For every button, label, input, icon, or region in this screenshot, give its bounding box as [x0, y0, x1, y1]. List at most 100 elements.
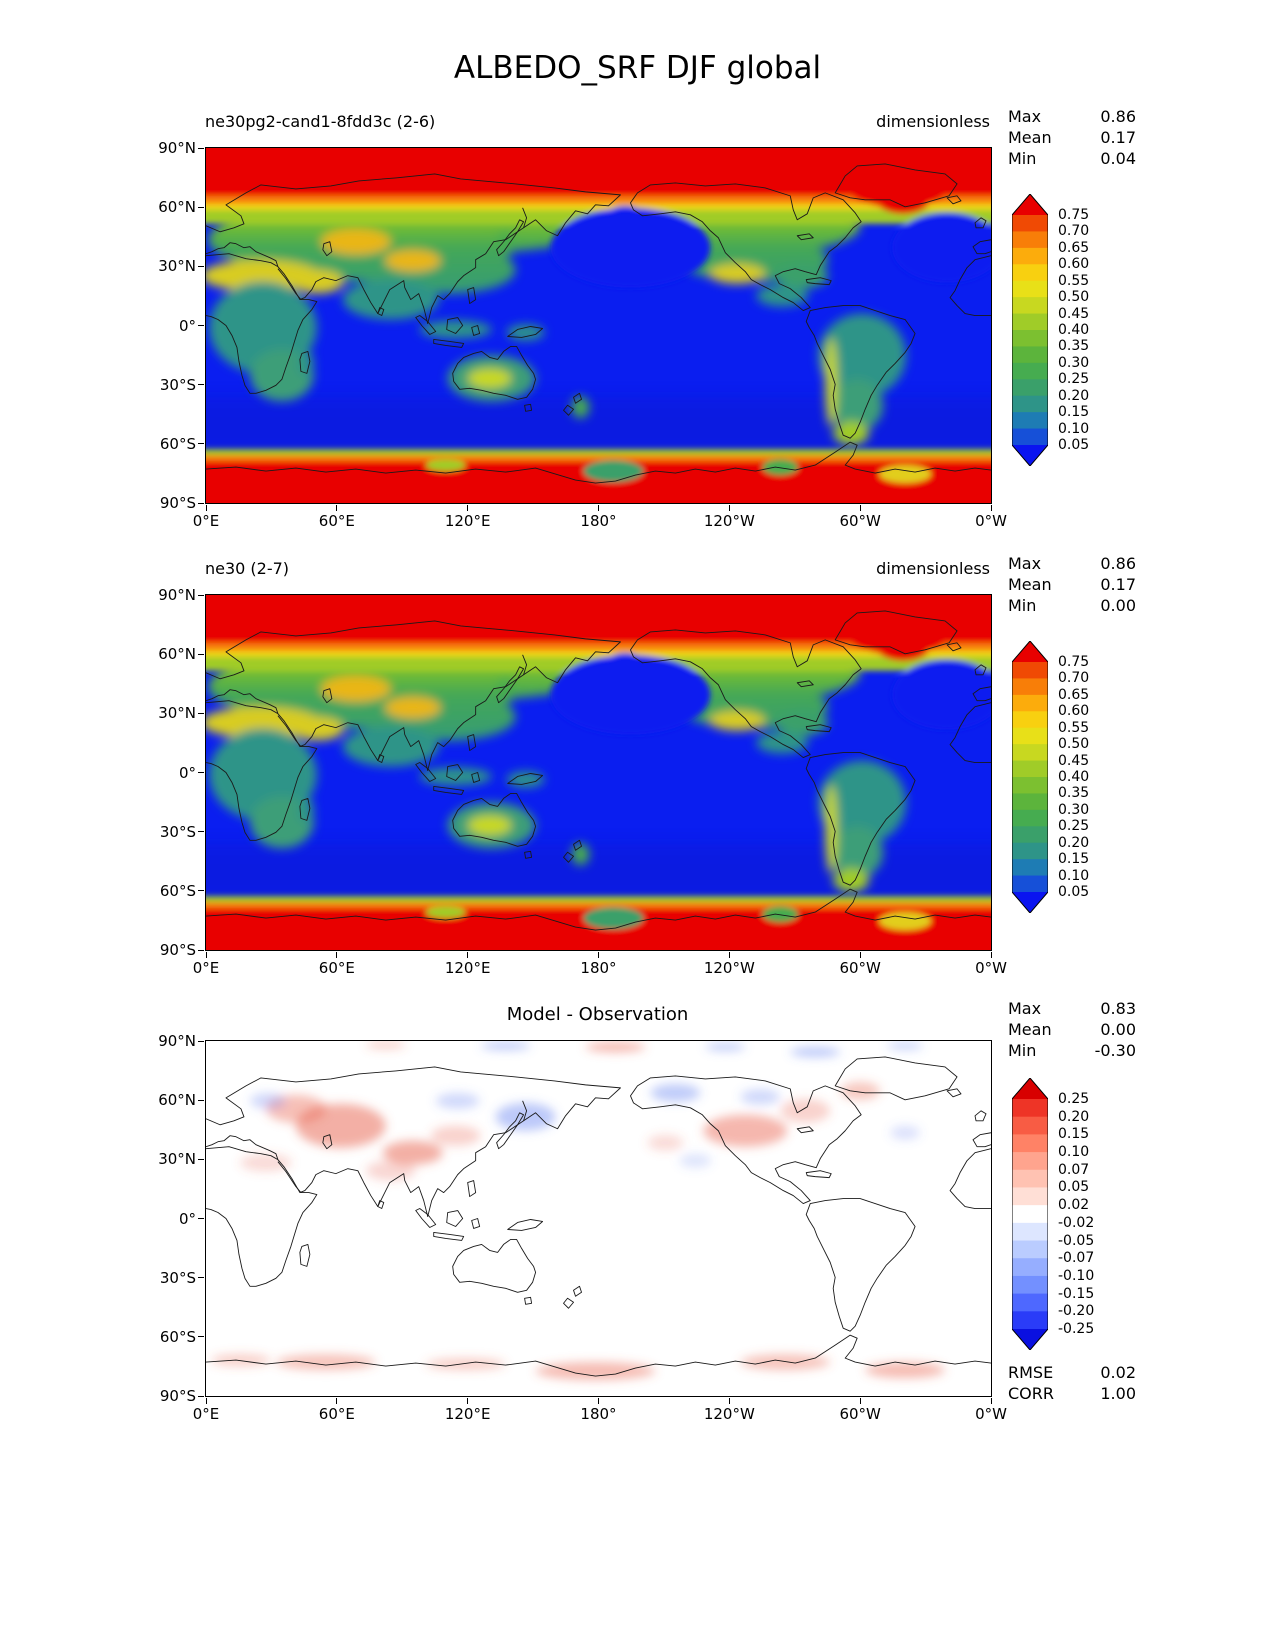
- lon-tick-mark: [990, 1398, 992, 1404]
- colorbar-tick-label: -0.25: [1058, 1321, 1095, 1337]
- lat-tick-mark: [198, 949, 204, 951]
- stat-row-min: Min 0.00: [1008, 595, 1136, 616]
- colorbar-tick-label: 0.75: [1058, 207, 1090, 223]
- colorbar-tick-label: 0.10: [1058, 867, 1090, 884]
- colorbar-tick-label: -0.10: [1058, 1267, 1095, 1284]
- stat-max-value: 0.86: [1100, 107, 1136, 126]
- lon-tick-mark: [467, 505, 469, 511]
- stat-corr-value: 1.00: [1100, 1384, 1136, 1403]
- lat-tick-label: 90°S: [159, 494, 196, 512]
- colorbar-tick-label: 0.55: [1058, 719, 1090, 736]
- stat-mean-label: Mean: [1008, 1020, 1052, 1039]
- lat-tick-label: 0°: [178, 1209, 196, 1228]
- lat-tick-mark: [198, 653, 204, 655]
- lon-tick-mark: [598, 952, 599, 958]
- lat-tick-mark: [198, 443, 204, 445]
- figure-title: ALBEDO_SRF DJF global: [453, 50, 822, 86]
- panel-3-title: Model - Observation: [506, 1004, 689, 1025]
- stat-mean-value: 0.00: [1100, 1020, 1136, 1039]
- lat-tick-label: 60°S: [159, 881, 196, 900]
- lat-tick-mark: [198, 1336, 204, 1338]
- colorbar-tick-label: 0.20: [1058, 1108, 1090, 1125]
- lon-tick-label: 0°E: [192, 959, 220, 977]
- lon-tick-mark: [598, 1398, 599, 1404]
- lon-tick-mark: [336, 952, 338, 958]
- lat-tick-mark: [198, 147, 204, 149]
- lat-tick-label: 90°S: [159, 941, 196, 959]
- lon-tick-mark: [990, 952, 992, 958]
- lon-tick-mark: [467, 952, 469, 958]
- panel-2-units: dimensionless: [876, 559, 990, 578]
- colorbar-tick-label: 0.35: [1058, 785, 1090, 802]
- stat-mean-label: Mean: [1008, 575, 1052, 594]
- lat-tick-label: 0°: [178, 316, 196, 335]
- lon-tick-mark: [336, 1398, 338, 1404]
- lon-tick-label: 180°: [580, 512, 617, 530]
- colorbar-tick-label: 0.05: [1058, 884, 1090, 900]
- lon-tick-label: 0°E: [192, 512, 220, 530]
- colorbar-tick-label: 0.30: [1058, 354, 1090, 371]
- colorbar-tick-label: 0.15: [1058, 851, 1090, 868]
- map-canvas-model1: [206, 148, 991, 503]
- colorbar-tick-label: 0.20: [1058, 387, 1090, 404]
- colorbar-tick-label: -0.07: [1058, 1250, 1095, 1267]
- lat-tick-mark: [198, 1040, 204, 1042]
- lat-tick-label: 30°S: [159, 375, 196, 394]
- panel-3-stats: Max 0.83 Mean 0.00 Min -0.30: [1008, 998, 1136, 1061]
- stat-row-min: Min -0.30: [1008, 1040, 1136, 1061]
- stat-min-value: 0.00: [1100, 596, 1136, 615]
- stat-corr-label: CORR: [1008, 1384, 1054, 1403]
- stat-min-label: Min: [1008, 149, 1037, 168]
- colorbar-tick-label: 0.25: [1058, 371, 1090, 388]
- panel-2-header: ne30 (2-7) dimensionless: [205, 559, 990, 578]
- lon-tick-mark: [336, 505, 338, 511]
- lat-tick-mark: [198, 502, 204, 504]
- colorbar-tick-label: 0.15: [1058, 1126, 1090, 1143]
- panel-1-map: 90°N 60°N 30°N 0° 30°S 60°S 90°S 0°E 60°E 120°E 18…: [158, 139, 1007, 530]
- lon-tick-mark: [205, 505, 207, 511]
- stat-row-max: Max 0.83: [1008, 998, 1136, 1019]
- lat-tick-mark: [198, 265, 204, 267]
- lat-tick-mark: [198, 890, 204, 892]
- colorbar-tick-label: 0.05: [1058, 437, 1090, 453]
- panel-3-header: Model - Observation: [205, 1004, 990, 1025]
- lon-tick-mark: [598, 505, 599, 511]
- colorbar-tick-label: 0.35: [1058, 338, 1090, 355]
- colorbar-tick-label: 0.45: [1058, 752, 1090, 769]
- lat-tick-label: 30°S: [159, 822, 196, 841]
- lat-tick-label: 90°N: [158, 139, 196, 157]
- lon-tick-label: 120°E: [444, 1405, 491, 1423]
- lat-tick-mark: [198, 1158, 204, 1160]
- colorbar-tick-label: -0.20: [1058, 1303, 1095, 1320]
- lat-tick-label: 60°N: [158, 1091, 196, 1110]
- stat-max-label: Max: [1008, 107, 1042, 126]
- lon-tick-label: 180°: [580, 959, 617, 977]
- colorbar-tick-label: 0.45: [1058, 305, 1090, 322]
- panel-1-stats: Max 0.86 Mean 0.17 Min 0.04: [1008, 106, 1136, 169]
- lon-tick-label: 60°W: [839, 1405, 881, 1423]
- lat-tick-mark: [198, 1218, 204, 1219]
- panel-1-colorbar: 0.75 0.70 0.65 0.60 0.55 0.50 0.45 0.40 0.35 0.30…: [1012, 194, 1122, 466]
- lon-tick-mark: [859, 1398, 861, 1404]
- colorbar-tick-label: 0.05: [1058, 1179, 1090, 1196]
- lon-tick-label: 60°E: [318, 512, 355, 530]
- lat-tick-label: 30°N: [158, 1150, 196, 1169]
- lon-tick-mark: [205, 952, 207, 958]
- colorbar-tick-label: 0.25: [1058, 1091, 1090, 1107]
- panel-2-map: 90°N 60°N 30°N 0° 30°S 60°S 90°S 0°E 60°E 120°E 18…: [158, 586, 1007, 977]
- lat-tick-label: 90°N: [158, 1032, 196, 1050]
- stat-mean-value: 0.17: [1100, 575, 1136, 594]
- stat-max-label: Max: [1008, 999, 1042, 1018]
- lon-tick-mark: [467, 1398, 469, 1404]
- lon-tick-label: 120°E: [444, 959, 491, 977]
- colorbar-tick-label: 0.07: [1058, 1161, 1090, 1178]
- colorbar-scale: [1012, 1078, 1048, 1350]
- colorbar-tick-label: 0.40: [1058, 769, 1090, 785]
- lat-tick-label: 60°N: [158, 198, 196, 217]
- stat-min-value: -0.30: [1094, 1041, 1136, 1060]
- colorbar-tick-label: 0.10: [1058, 420, 1090, 437]
- panel-3-map: 90°N 60°N 30°N 0° 30°S 60°S 90°S 0°E 60°E 120°E 18…: [158, 1032, 1007, 1423]
- stat-rmse-label: RMSE: [1008, 1363, 1054, 1382]
- lon-tick-label: 120°W: [703, 1405, 755, 1423]
- lon-tick-mark: [859, 505, 861, 511]
